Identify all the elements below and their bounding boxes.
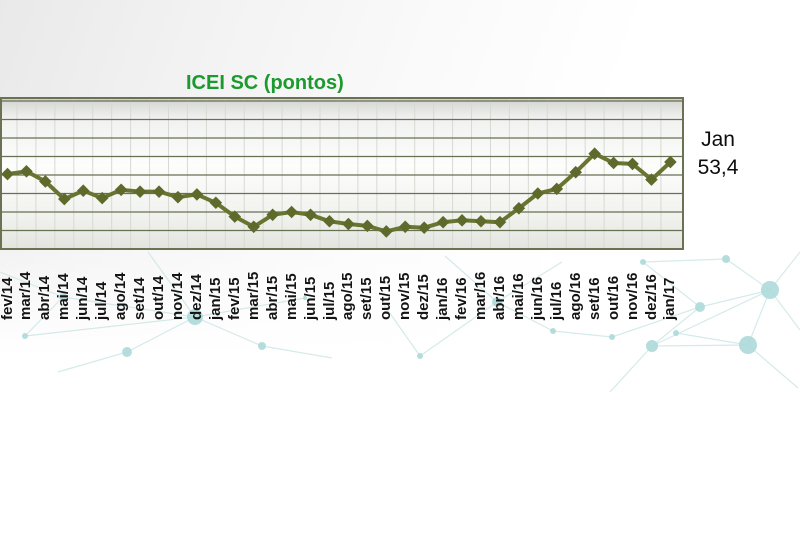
data-point-marker: [285, 205, 298, 219]
x-axis-label: jun/14: [74, 276, 92, 320]
x-axis-label: dez/14: [187, 274, 205, 320]
data-point-marker: [76, 184, 90, 198]
x-axis-labels: fev/14 mar/14 abr/14 mai/14 jun/14 jul/14 ago/…: [0, 250, 700, 342]
x-axis-label: nov/16: [623, 272, 641, 320]
data-point-marker: [474, 214, 488, 228]
data-point-marker: [380, 225, 393, 238]
x-axis-label: dez/16: [642, 274, 660, 320]
x-axis-label: mai/16: [509, 273, 527, 320]
data-point-marker: [228, 210, 242, 223]
x-axis-label: mai/15: [282, 273, 300, 320]
x-axis-label: ago/16: [566, 272, 584, 320]
x-axis-label: abr/16: [490, 275, 508, 320]
annotation-month: Jan: [701, 128, 735, 151]
x-axis-label: jan/15: [206, 277, 224, 320]
data-point-marker: [361, 219, 374, 233]
x-axis-label: ago/14: [112, 272, 130, 320]
x-axis-label: fev/16: [453, 277, 471, 320]
x-axis-label: dez/15: [415, 274, 433, 320]
x-axis-label: set/16: [585, 277, 603, 320]
data-point-marker: [323, 214, 336, 228]
data-point-marker: [152, 185, 166, 198]
x-axis-label: out/14: [150, 275, 167, 320]
data-point-marker: [626, 157, 639, 171]
x-axis-label: set/15: [358, 277, 376, 320]
watermark-edges: [0, 251, 800, 393]
data-point-marker: [588, 147, 601, 161]
x-axis-label: out/16: [604, 275, 622, 320]
x-axis-label: jul/16: [547, 281, 565, 320]
x-axis-label: nov/15: [396, 272, 414, 320]
x-axis-label: fev/15: [225, 277, 243, 320]
data-point-marker: [95, 191, 109, 205]
x-axis-label: mai/14: [55, 273, 73, 320]
chart-title: ICEI SC (pontos): [186, 72, 344, 94]
x-axis-label: jul/15: [320, 281, 338, 320]
plot-area: [0, 97, 684, 250]
x-axis-label: set/14: [131, 277, 149, 320]
x-axis-label: ago/15: [339, 272, 357, 320]
data-point-marker: [266, 208, 279, 222]
x-axis-label: mar/16: [472, 271, 489, 320]
x-axis-label: jan/17: [661, 277, 679, 320]
x-axis-label: mar/15: [244, 271, 262, 320]
data-point-marker: [645, 173, 658, 186]
data-point-marker: [39, 175, 52, 188]
plot-border: [0, 97, 684, 250]
data-point-marker: [569, 165, 582, 179]
data-point-marker: [342, 217, 355, 231]
x-axis-label: fev/14: [0, 277, 16, 320]
x-axis-label: abr/15: [263, 275, 281, 320]
data-point-marker: [531, 187, 545, 200]
data-point-marker: [417, 221, 431, 235]
watermark-nodes: [22, 255, 779, 359]
data-point-marker: [133, 185, 147, 198]
plot-svg: [0, 97, 684, 250]
x-axis-label: jun/15: [301, 276, 319, 320]
data-point-marker: [550, 182, 564, 196]
data-point-marker: [304, 208, 317, 222]
x-axis-label: jan/16: [434, 277, 452, 320]
x-axis-label: jun/16: [528, 276, 546, 320]
annotation-value: 53,4: [697, 156, 739, 179]
x-axis-label: jul/14: [93, 281, 111, 320]
x-axis-label: nov/14: [169, 272, 186, 320]
x-axis-label: abr/14: [36, 275, 54, 320]
data-point-marker: [209, 196, 223, 210]
x-axis-label: mar/14: [17, 271, 35, 320]
last-value-annotation: Jan 53,4: [687, 126, 749, 182]
data-point-marker: [607, 156, 620, 170]
x-axis-label: out/15: [377, 275, 395, 320]
data-point-marker: [512, 202, 526, 215]
